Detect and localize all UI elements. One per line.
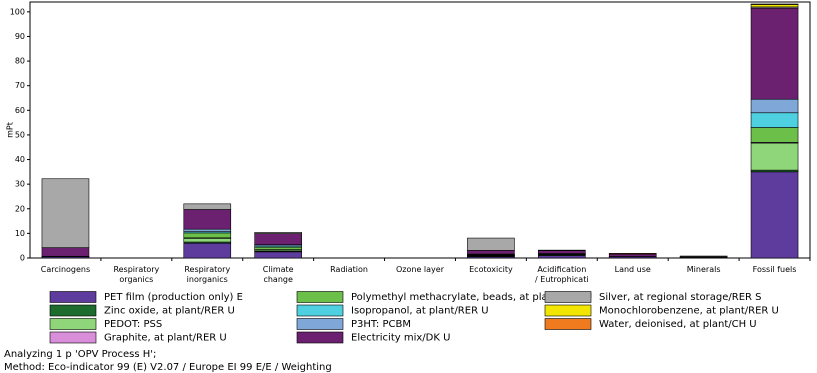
x-tick-label: Ecotoxicity	[469, 265, 513, 274]
bar-segment	[750, 98, 799, 114]
x-tick-label: Ozone layer	[396, 265, 445, 274]
bar-segment	[41, 178, 90, 248]
y-axis-label: mPt	[6, 122, 15, 138]
bar-segment	[254, 251, 302, 259]
bar-segment	[538, 255, 586, 259]
legend-label: P3HT: PCBM	[351, 319, 411, 330]
footer-line: Analyzing 1 p 'OPV Process H';	[4, 349, 156, 360]
legend-swatch	[544, 291, 592, 303]
y-tick-label: 100	[10, 7, 25, 16]
bar-segment	[41, 247, 90, 257]
footer-line: Method: Eco-indicator 99 (E) V2.07 / Eur…	[4, 362, 332, 373]
bar-segment	[183, 203, 232, 210]
bar-segment	[750, 171, 799, 259]
y-tick-label: 0	[20, 254, 25, 263]
y-tick-label: 60	[15, 106, 25, 115]
bar-segment	[679, 255, 728, 258]
legend-label: Zinc oxide, at plant/RER U	[104, 306, 235, 317]
bar-segment	[183, 228, 232, 232]
bar-segment	[750, 127, 799, 143]
bar-segment	[254, 233, 302, 246]
y-tick-label: 20	[15, 204, 25, 213]
legend-label: Monochlorobenzene, at plant/RER U	[599, 306, 779, 317]
bar-segment	[183, 209, 232, 230]
legend-label: PET film (production only) E	[104, 292, 243, 303]
legend-swatch	[296, 291, 344, 303]
bar-segment	[750, 142, 799, 171]
legend-swatch	[49, 304, 97, 317]
legend-swatch	[49, 318, 97, 330]
legend-swatch	[296, 331, 344, 344]
y-tick-label: 30	[15, 180, 25, 189]
x-tick-label: Climate change	[263, 265, 294, 284]
bar-segment	[254, 232, 302, 234]
y-tick-label: 80	[15, 57, 25, 66]
x-tick-label: Land use	[615, 265, 651, 274]
legend-swatch	[544, 318, 592, 330]
bar-segment	[538, 250, 586, 254]
x-tick-label: Acidification / Eutrophicati	[535, 265, 589, 284]
bar-segment	[467, 250, 515, 255]
y-tick-label: 70	[15, 81, 25, 90]
bar-segment	[608, 253, 657, 255]
legend-swatch	[296, 318, 344, 330]
x-tick-label: Respiratory inorganics	[184, 265, 230, 284]
bar-segment	[183, 232, 232, 239]
legend-swatch	[544, 304, 592, 317]
legend-swatch	[49, 291, 97, 303]
x-tick-label: Fossil fuels	[753, 265, 797, 274]
bar-segment	[183, 238, 232, 243]
legend-label: Polymethyl methacrylate, beads, at plant…	[351, 292, 592, 303]
x-tick-label: Minerals	[687, 265, 721, 274]
bar-segment	[750, 7, 799, 100]
bar-segment	[467, 237, 515, 251]
legend-label: Electricity mix/DK U	[351, 333, 450, 344]
legend-label: Silver, at regional storage/RER S	[599, 292, 761, 303]
legend-label: Graphite, at plant/RER U	[104, 333, 227, 344]
legend-label: Isopropanol, at plant/RER U	[351, 306, 489, 317]
plot-frame	[29, 1, 811, 259]
y-tick-label: 90	[15, 32, 25, 41]
legend-swatch	[49, 331, 97, 344]
x-tick-label: Carcinogens	[41, 265, 90, 274]
bar-segment	[750, 112, 799, 128]
bar-segment	[254, 246, 302, 250]
y-tick-label: 10	[15, 229, 25, 238]
bar-segment	[608, 253, 657, 257]
bar-segment	[750, 4, 799, 8]
y-tick-label: 50	[15, 130, 25, 139]
bar-segment	[183, 242, 232, 259]
legend-label: Water, deionised, at plant/CH U	[599, 319, 757, 330]
legend-label: PEDOT: PSS	[104, 319, 162, 330]
legend-swatch	[296, 304, 344, 317]
x-tick-label: Radiation	[330, 265, 368, 274]
y-tick-label: 40	[15, 155, 25, 164]
x-tick-label: Respiratory organics	[113, 265, 159, 284]
